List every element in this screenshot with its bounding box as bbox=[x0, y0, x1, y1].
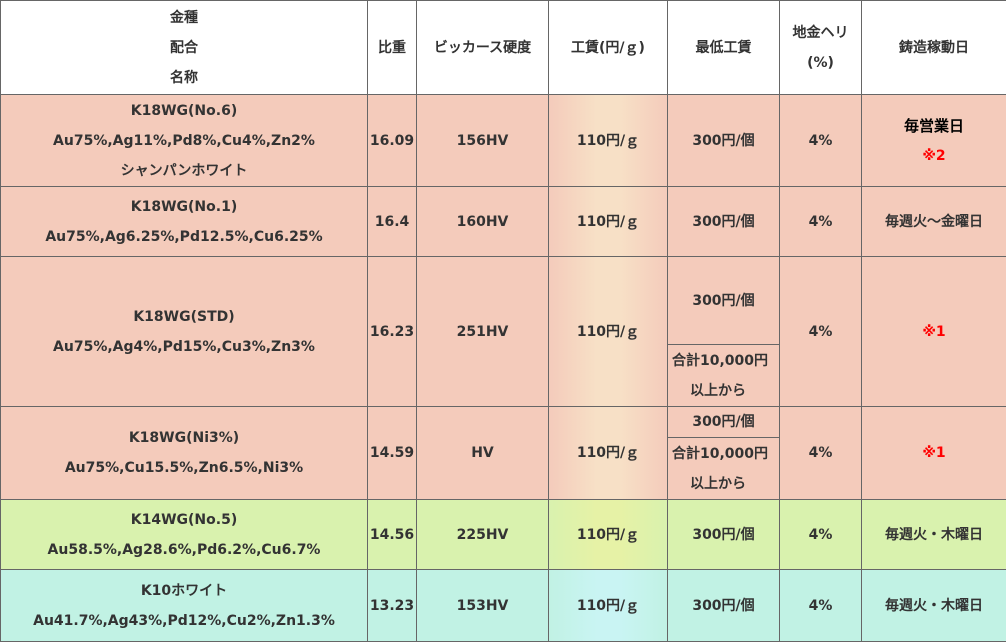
header-min-wage: 最低工賃 bbox=[667, 0, 780, 95]
table-subrow: 合計10,000円 以上から bbox=[1, 437, 1006, 500]
header-casting-days: 鋳造稼動日 bbox=[861, 0, 1006, 95]
alloy-composition: Au58.5%,Ag28.6%,Pd6.2%,Cu6.7% bbox=[47, 541, 321, 558]
gravity-cell: 14.56 bbox=[367, 499, 417, 570]
table-row: K18WG(No.6) Au75%,Ag11%,Pd8%,Cu4%,Zn2% シ… bbox=[0, 94, 1006, 187]
table-row: K14WG(No.5) Au58.5%,Ag28.6%,Pd6.2%,Cu6.7… bbox=[0, 499, 1006, 570]
header-hardness: ビッカース硬度 bbox=[416, 0, 549, 95]
casting-days-cell: ※1 bbox=[861, 256, 1006, 407]
casting-days-main: 毎営業日 bbox=[903, 116, 964, 135]
casting-days-cell: ※1 bbox=[861, 406, 1006, 500]
hardness-cell: 251HV bbox=[416, 256, 549, 407]
loss-cell: 4% bbox=[779, 94, 862, 187]
table-row: K10ホワイト Au41.7%,Ag43%,Pd12%,Cu2%,Zn1.3% … bbox=[0, 569, 1006, 642]
wage-cell: 110円/ｇ bbox=[548, 499, 668, 570]
gravity-cell: 14.59 bbox=[367, 406, 417, 500]
casting-days-cell: 毎営業日 ※2 bbox=[861, 94, 1006, 187]
header-name-line: 金種 bbox=[170, 9, 198, 26]
header-name-line: 名称 bbox=[170, 69, 198, 86]
table-row: K18WG(STD) Au75%,Ag4%,Pd15%,Cu3%,Zn3% 16… bbox=[0, 256, 1006, 407]
alloy-name: K14WG(No.5) bbox=[130, 511, 238, 528]
alloy-name: K10ホワイト bbox=[140, 582, 228, 599]
casting-days-note: ※2 bbox=[922, 147, 946, 164]
table-subrow: 合計10,000円 以上から bbox=[1, 344, 1006, 407]
table-row: K18WG(No.1) Au75%,Ag6.25%,Pd12.5%,Cu6.25… bbox=[0, 186, 1006, 257]
alloy-cell: K18WG(STD) Au75%,Ag4%,Pd15%,Cu3%,Zn3% bbox=[0, 256, 368, 407]
table-header-row: 金種 配合 名称 比重 ビッカース硬度 工賃(円/ｇ) 最低工賃 地金ヘリ (%… bbox=[0, 0, 1006, 95]
gravity-cell: 16.09 bbox=[367, 94, 417, 187]
alloy-cell: K10ホワイト Au41.7%,Ag43%,Pd12%,Cu2%,Zn1.3% bbox=[0, 569, 368, 642]
header-name-line: 配合 bbox=[170, 39, 198, 56]
header-name: 金種 配合 名称 bbox=[0, 0, 368, 95]
min-wage-cell: 300円/個 bbox=[667, 186, 780, 257]
hardness-cell: 225HV bbox=[416, 499, 549, 570]
alloy-subname: シャンパンホワイト bbox=[120, 162, 248, 179]
gravity-cell: 16.4 bbox=[367, 186, 417, 257]
alloy-cell: K18WG(No.1) Au75%,Ag6.25%,Pd12.5%,Cu6.25… bbox=[0, 186, 368, 257]
min-wage-note-cell: 合計10,000円 以上から bbox=[667, 437, 780, 500]
alloy-name: K18WG(No.6) bbox=[130, 102, 238, 119]
alloy-cell: K18WG(No.6) Au75%,Ag11%,Pd8%,Cu4%,Zn2% シ… bbox=[0, 94, 368, 187]
min-wage-note-cell: 合計10,000円 以上から bbox=[667, 344, 780, 407]
loss-cell: 4% bbox=[779, 256, 862, 407]
min-wage-cell: 300円/個 bbox=[667, 256, 780, 345]
wage-cell: 110円/ｇ bbox=[548, 186, 668, 257]
hardness-cell: HV bbox=[416, 406, 549, 500]
header-loss-line: (%) bbox=[807, 54, 834, 71]
header-gravity: 比重 bbox=[367, 0, 417, 95]
gravity-cell: 16.23 bbox=[367, 256, 417, 407]
wage-cell: 110円/ｇ bbox=[548, 406, 668, 500]
hardness-cell: 160HV bbox=[416, 186, 549, 257]
alloy-cell: K18WG(Ni3%) Au75%,Cu15.5%,Zn6.5%,Ni3% bbox=[0, 406, 368, 500]
min-wage-cell: 300円/個 bbox=[667, 569, 780, 642]
alloy-cell: K14WG(No.5) Au58.5%,Ag28.6%,Pd6.2%,Cu6.7… bbox=[0, 499, 368, 570]
hardness-cell: 153HV bbox=[416, 569, 549, 642]
min-wage-note: 合計10,000円 bbox=[672, 445, 769, 462]
header-loss-line: 地金ヘリ bbox=[792, 24, 849, 41]
alloy-composition: Au41.7%,Ag43%,Pd12%,Cu2%,Zn1.3% bbox=[33, 612, 335, 629]
min-wage-note: 合計10,000円 bbox=[672, 352, 769, 369]
casting-days-cell: 毎週火・木曜日 bbox=[861, 499, 1006, 570]
loss-cell: 4% bbox=[779, 186, 862, 257]
table-row: K18WG(Ni3%) Au75%,Cu15.5%,Zn6.5%,Ni3% 14… bbox=[0, 406, 1006, 500]
min-wage-note: 以上から bbox=[690, 475, 746, 492]
min-wage-cell: 300円/個 bbox=[667, 94, 780, 187]
alloy-name: K18WG(STD) bbox=[133, 308, 235, 325]
wage-cell: 110円/ｇ bbox=[548, 569, 668, 642]
wage-cell: 110円/ｇ bbox=[548, 256, 668, 407]
alloy-composition: Au75%,Ag4%,Pd15%,Cu3%,Zn3% bbox=[53, 338, 315, 355]
casting-days-cell: 毎週火・木曜日 bbox=[861, 569, 1006, 642]
header-wage: 工賃(円/ｇ) bbox=[548, 0, 668, 95]
alloy-composition: Au75%,Ag11%,Pd8%,Cu4%,Zn2% bbox=[53, 132, 315, 149]
wage-cell: 110円/ｇ bbox=[548, 94, 668, 187]
loss-cell: 4% bbox=[779, 499, 862, 570]
loss-cell: 4% bbox=[779, 569, 862, 642]
header-loss: 地金ヘリ (%) bbox=[779, 0, 862, 95]
min-wage-note: 以上から bbox=[690, 382, 746, 399]
alloy-name: K18WG(No.1) bbox=[130, 198, 238, 215]
loss-cell: 4% bbox=[779, 406, 862, 500]
hardness-cell: 156HV bbox=[416, 94, 549, 187]
alloy-composition: Au75%,Ag6.25%,Pd12.5%,Cu6.25% bbox=[45, 228, 323, 245]
gravity-cell: 13.23 bbox=[367, 569, 417, 642]
min-wage-cell: 300円/個 bbox=[667, 499, 780, 570]
alloy-composition: Au75%,Cu15.5%,Zn6.5%,Ni3% bbox=[64, 460, 304, 476]
alloy-name: K18WG(Ni3%) bbox=[128, 430, 240, 446]
casting-days-cell: 毎週火～金曜日 bbox=[861, 186, 1006, 257]
min-wage-cell: 300円/個 bbox=[667, 406, 780, 438]
